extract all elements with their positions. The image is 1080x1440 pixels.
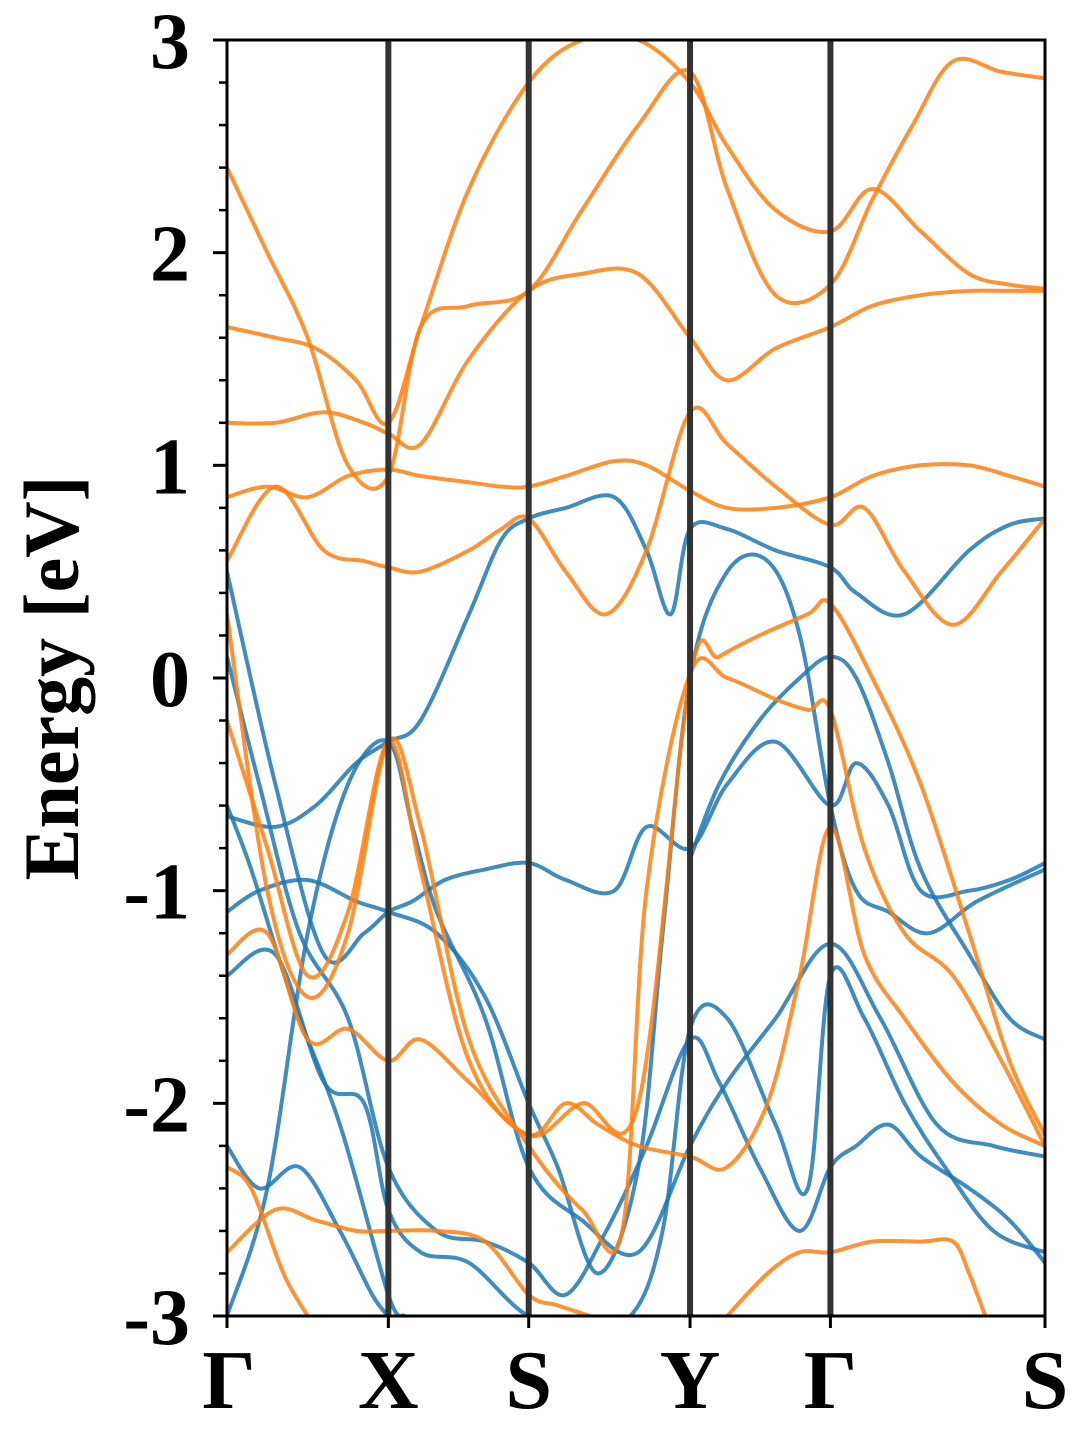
y-tick-label: 1 xyxy=(150,423,190,511)
band-line xyxy=(227,824,1045,1172)
band-line xyxy=(227,40,1045,427)
band-line xyxy=(227,458,1045,512)
band-line xyxy=(227,56,1045,491)
band-line xyxy=(227,1165,310,1316)
y-tick-label: -1 xyxy=(123,849,190,937)
x-tick-label: Y xyxy=(660,1334,721,1427)
y-axis-ticks: -3 -2 -1 0 1 2 3 xyxy=(123,0,227,1362)
band-line xyxy=(725,1237,988,1316)
x-tick-label: X xyxy=(358,1334,419,1427)
band-lines xyxy=(227,40,1045,1316)
band-line xyxy=(227,1144,390,1316)
band-line xyxy=(227,613,1045,1255)
x-tick-label: Γ xyxy=(202,1334,255,1427)
high-symmetry-lines xyxy=(385,40,834,1316)
x-tick-label: S xyxy=(505,1334,552,1427)
band-line xyxy=(688,654,1045,1042)
band-line xyxy=(227,656,1045,1298)
y-tick-label: 0 xyxy=(150,636,190,724)
y-axis-label: Energy [eV] xyxy=(8,475,95,880)
x-tick-label: Γ xyxy=(804,1334,857,1427)
y-tick-label: -2 xyxy=(123,1061,190,1149)
band-line xyxy=(227,571,1045,965)
band-line xyxy=(227,738,1045,1316)
band-line xyxy=(227,493,1045,830)
band-line xyxy=(227,1206,591,1316)
y-tick-label: 3 xyxy=(150,0,190,86)
band-line xyxy=(227,947,1045,1316)
x-tick-label: S xyxy=(1022,1334,1069,1427)
band-line xyxy=(227,266,1045,451)
band-line xyxy=(227,598,1045,1139)
y-tick-label: 2 xyxy=(150,211,190,299)
y-tick-label: -3 xyxy=(123,1274,190,1362)
band-line xyxy=(227,405,1045,627)
